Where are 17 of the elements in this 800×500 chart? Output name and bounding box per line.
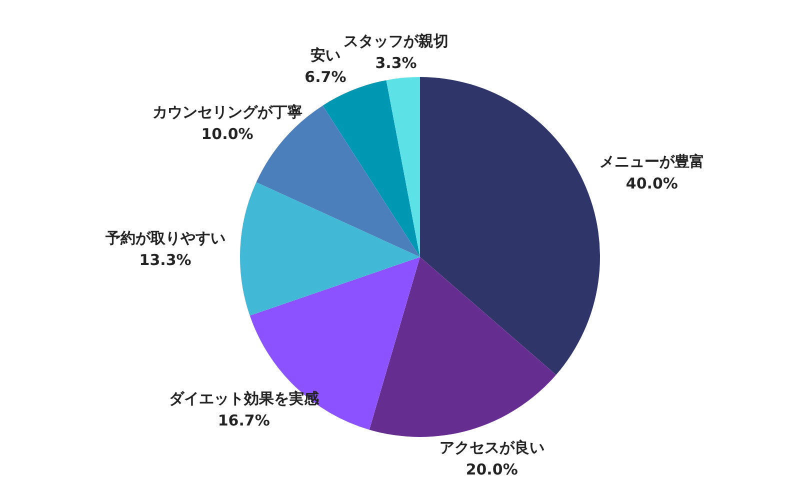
- data-label: 6.7%: [304, 68, 346, 86]
- data-label: 10.0%: [201, 124, 254, 143]
- slice-label: 予約が取りやすい: [104, 228, 226, 247]
- pie-slice: [369, 257, 556, 437]
- slice-label: スタッフが親切: [344, 32, 448, 50]
- slice-label: 安い: [310, 46, 340, 64]
- slice-label: メニューが豊富: [599, 152, 704, 171]
- data-label: 20.0%: [466, 460, 518, 479]
- pie-slice: [386, 77, 420, 257]
- data-label: 13.3%: [139, 250, 192, 269]
- pie-slice: [420, 77, 600, 375]
- data-label: 3.3%: [375, 54, 417, 72]
- data-label: 16.7%: [218, 411, 270, 430]
- slice-label: アクセスが良い: [439, 438, 544, 457]
- slice-label: カウンセリングが丁寧: [152, 102, 302, 121]
- pie-slice: [240, 182, 420, 316]
- data-label: 40.0%: [626, 174, 678, 193]
